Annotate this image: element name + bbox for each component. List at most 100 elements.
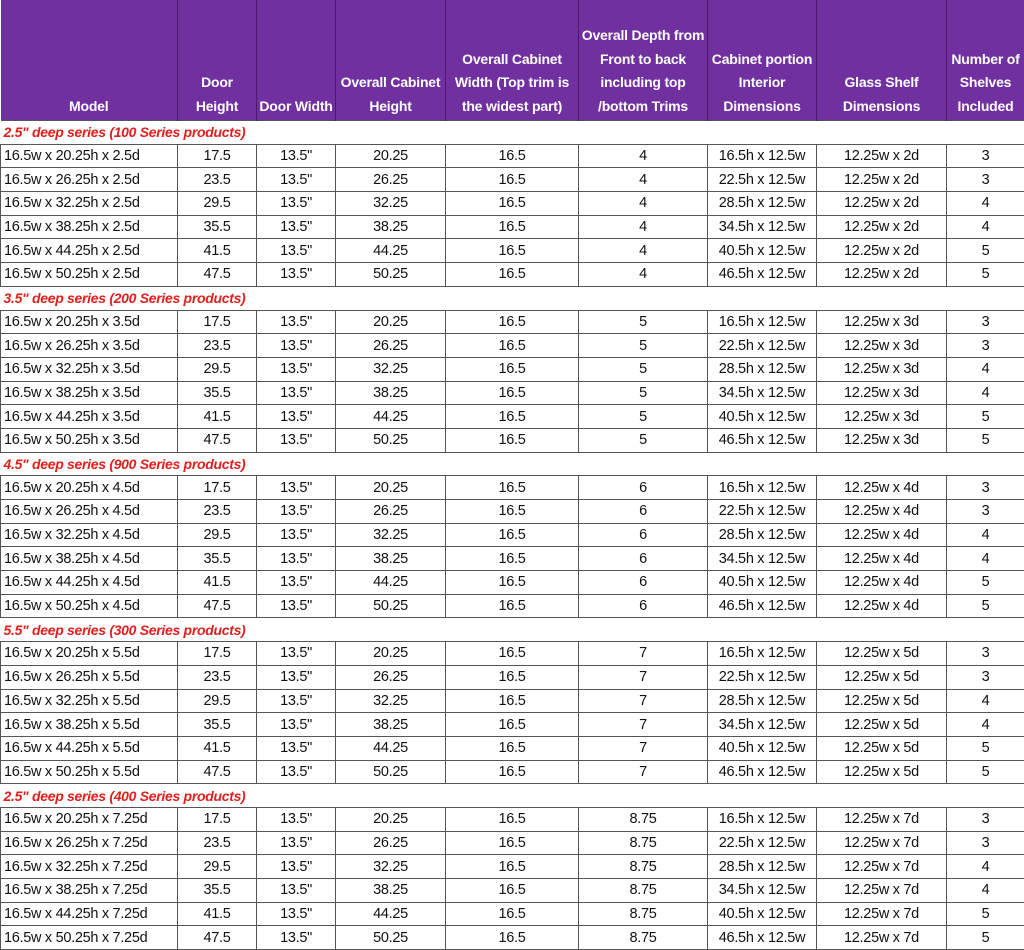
cell-interior-dimensions: 34.5h x 12.5w	[707, 214, 817, 240]
cell-overall-height: 26.25	[335, 830, 446, 856]
cell-glass-shelf-dimensions: 12.25w x 4d	[816, 593, 947, 619]
cell-glass-shelf-dimensions: 12.25w x 5d	[816, 641, 947, 666]
cell-model: 16.5w x 26.25h x 2.5d	[0, 167, 178, 193]
table-row: 16.5w x 50.25h x 4.5d 47.5 13.5" 50.25 16.5 6…	[0, 593, 1024, 619]
cell-overall-width: 16.5	[445, 262, 579, 287]
column-header-model: Model	[0, 0, 178, 121]
cell-overall-depth: 4	[578, 214, 708, 240]
cell-shelves-count: 3	[946, 167, 1024, 193]
cell-overall-depth: 5	[578, 309, 708, 335]
cell-door-height: 47.5	[177, 759, 257, 785]
table-row: 16.5w x 44.25h x 3.5d 41.5 13.5" 44.25 16.5 5…	[0, 404, 1024, 429]
cell-overall-height: 32.25	[335, 854, 446, 879]
cell-door-height: 29.5	[177, 854, 257, 879]
cell-door-width: 13.5"	[256, 878, 336, 903]
cell-door-width: 13.5"	[256, 925, 336, 950]
cell-overall-depth: 8.75	[578, 854, 708, 879]
cell-model: 16.5w x 38.25h x 7.25d	[0, 878, 178, 903]
cell-shelves-count: 5	[946, 570, 1024, 595]
cell-interior-dimensions: 40.5h x 12.5w	[707, 735, 817, 761]
cell-interior-dimensions: 16.5h x 12.5w	[707, 641, 817, 666]
cell-shelves-count: 4	[946, 214, 1024, 240]
cell-model: 16.5w x 50.25h x 7.25d	[0, 925, 178, 950]
cell-shelves-count: 3	[946, 475, 1024, 500]
cell-shelves-count: 5	[946, 593, 1024, 619]
cell-door-width: 13.5"	[256, 570, 336, 595]
cell-door-height: 35.5	[177, 380, 257, 406]
cell-model: 16.5w x 38.25h x 2.5d	[0, 214, 178, 240]
cell-model: 16.5w x 50.25h x 3.5d	[0, 427, 178, 453]
cell-door-width: 13.5"	[256, 854, 336, 879]
cell-interior-dimensions: 40.5h x 12.5w	[707, 570, 817, 595]
cell-shelves-count: 4	[946, 380, 1024, 406]
cell-shelves-count: 4	[946, 546, 1024, 572]
cell-overall-depth: 4	[578, 191, 708, 216]
cell-overall-width: 16.5	[445, 878, 579, 903]
cell-overall-height: 38.25	[335, 712, 446, 737]
cell-shelves-count: 3	[946, 830, 1024, 856]
column-header-interior-dimensions: Cabinet portion Interior Dimensions	[707, 0, 817, 121]
cell-glass-shelf-dimensions: 12.25w x 4d	[816, 570, 947, 595]
cell-overall-width: 16.5	[445, 214, 579, 240]
cell-interior-dimensions: 46.5h x 12.5w	[707, 925, 817, 950]
cell-door-height: 35.5	[177, 214, 257, 240]
cell-overall-width: 16.5	[445, 167, 579, 193]
cell-overall-width: 16.5	[445, 333, 579, 358]
cell-door-width: 13.5"	[256, 759, 336, 785]
cell-model: 16.5w x 20.25h x 5.5d	[0, 641, 178, 666]
section-title: 4.5" deep series (900 Series products)	[0, 451, 1024, 477]
cell-shelves-count: 5	[946, 925, 1024, 950]
cell-model: 16.5w x 50.25h x 2.5d	[0, 262, 178, 287]
cell-overall-width: 16.5	[445, 806, 579, 832]
cell-model: 16.5w x 26.25h x 5.5d	[0, 664, 178, 690]
cell-glass-shelf-dimensions: 12.25w x 5d	[816, 712, 947, 737]
cell-glass-shelf-dimensions: 12.25w x 3d	[816, 356, 947, 382]
table-row: 16.5w x 44.25h x 7.25d 41.5 13.5" 44.25 16.5…	[0, 901, 1024, 927]
cell-overall-width: 16.5	[445, 191, 579, 216]
cell-model: 16.5w x 26.25h x 7.25d	[0, 830, 178, 856]
cell-overall-width: 16.5	[445, 854, 579, 879]
cell-door-height: 29.5	[177, 191, 257, 216]
cell-interior-dimensions: 16.5h x 12.5w	[707, 309, 817, 335]
cell-overall-width: 16.5	[445, 380, 579, 406]
table-row: 16.5w x 44.25h x 4.5d 41.5 13.5" 44.25 16.5 6…	[0, 570, 1024, 595]
table-row: 16.5w x 26.25h x 4.5d 23.5 13.5" 26.25 16.5 6…	[0, 499, 1024, 524]
table-row: 16.5w x 50.25h x 5.5d 47.5 13.5" 50.25 16.5 7…	[0, 759, 1024, 785]
section-row: 2.5" deep series (100 Series products)	[0, 120, 1024, 145]
cell-door-width: 13.5"	[256, 593, 336, 619]
cell-overall-depth: 4	[578, 167, 708, 193]
cell-interior-dimensions: 28.5h x 12.5w	[707, 356, 817, 382]
cell-door-height: 29.5	[177, 356, 257, 382]
cell-door-height: 23.5	[177, 664, 257, 690]
cell-overall-width: 16.5	[445, 356, 579, 382]
cell-interior-dimensions: 28.5h x 12.5w	[707, 191, 817, 216]
cell-door-height: 47.5	[177, 925, 257, 950]
cell-interior-dimensions: 22.5h x 12.5w	[707, 499, 817, 524]
cell-door-width: 13.5"	[256, 309, 336, 335]
cell-overall-height: 20.25	[335, 806, 446, 832]
table-row: 16.5w x 50.25h x 3.5d 47.5 13.5" 50.25 16.5 5…	[0, 427, 1024, 453]
cell-door-width: 13.5"	[256, 688, 336, 714]
cell-overall-depth: 6	[578, 499, 708, 524]
cell-overall-depth: 5	[578, 427, 708, 453]
cell-overall-height: 38.25	[335, 214, 446, 240]
section-title: 5.5" deep series (300 Series products)	[0, 617, 1024, 643]
cell-overall-height: 44.25	[335, 901, 446, 927]
cell-glass-shelf-dimensions: 12.25w x 3d	[816, 427, 947, 453]
cell-overall-width: 16.5	[445, 688, 579, 714]
cell-door-width: 13.5"	[256, 191, 336, 216]
cell-model: 16.5w x 50.25h x 5.5d	[0, 759, 178, 785]
cell-interior-dimensions: 22.5h x 12.5w	[707, 664, 817, 690]
cell-door-height: 35.5	[177, 712, 257, 737]
cell-model: 16.5w x 20.25h x 3.5d	[0, 309, 178, 335]
cell-interior-dimensions: 34.5h x 12.5w	[707, 878, 817, 903]
cell-door-height: 29.5	[177, 688, 257, 714]
table-row: 16.5w x 32.25h x 5.5d 29.5 13.5" 32.25 16.5 7…	[0, 688, 1024, 714]
table-row: 16.5w x 20.25h x 5.5d 17.5 13.5" 20.25 16.5 7…	[0, 641, 1024, 666]
section-title: 3.5" deep series (200 Series products)	[0, 285, 1024, 311]
column-header-overall-height: Overall Cabinet Height	[335, 0, 446, 121]
cell-door-width: 13.5"	[256, 712, 336, 737]
cell-door-width: 13.5"	[256, 499, 336, 524]
cell-glass-shelf-dimensions: 12.25w x 4d	[816, 522, 947, 548]
cell-interior-dimensions: 22.5h x 12.5w	[707, 333, 817, 358]
